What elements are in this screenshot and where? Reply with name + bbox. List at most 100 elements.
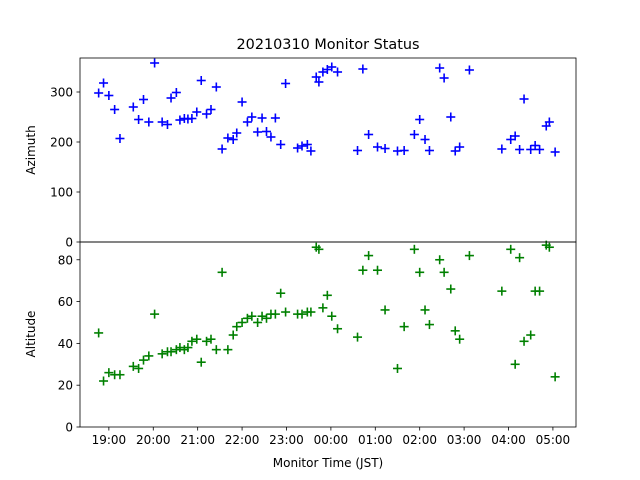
azimuth-point [424, 146, 434, 155]
x-tick-label: 01:00 [358, 433, 393, 447]
altitude-point [281, 307, 291, 317]
azimuth-point [464, 65, 474, 75]
azimuth-point [128, 102, 138, 112]
azimuth-point [415, 115, 425, 124]
altitude-point [115, 370, 125, 380]
altitude-point [358, 265, 368, 275]
altitude-point [450, 326, 460, 336]
altitude-point [157, 349, 167, 359]
azimuth-point [353, 146, 363, 155]
azimuth-y-tick-label: 0 [65, 236, 73, 250]
azimuth-point [450, 146, 460, 156]
azimuth-point [104, 91, 114, 100]
altitude-point [519, 336, 529, 346]
altitude-point [510, 359, 520, 369]
azimuth-point [110, 105, 120, 114]
altitude-point [138, 355, 148, 365]
altitude-point [544, 242, 554, 252]
altitude-y-axis: 0 20 40 60 80 [58, 253, 80, 435]
azimuth-point [237, 97, 247, 107]
azimuth-y-tick-label: 200 [50, 136, 73, 150]
altitude-y-tick-label: 0 [65, 421, 73, 435]
altitude-point [297, 309, 307, 319]
azimuth-point [228, 135, 238, 144]
x-tick-label: 02:00 [402, 433, 437, 447]
altitude-panel: 0 20 40 60 80 Altitude [24, 240, 577, 435]
azimuth-point [242, 117, 252, 127]
azimuth-point [187, 114, 197, 123]
altitude-point [380, 305, 390, 315]
altitude-point [183, 343, 193, 353]
azimuth-point [526, 145, 536, 154]
altitude-point [306, 307, 316, 317]
azimuth-point [364, 130, 374, 139]
azimuth-point [257, 113, 267, 123]
altitude-point [392, 363, 402, 373]
azimuth-point [544, 117, 554, 127]
azimuth-point [232, 128, 242, 138]
altitude-point [515, 253, 525, 263]
chart-title: 20210310 Monitor Status [237, 37, 420, 53]
altitude-point [261, 313, 271, 323]
azimuth-point [327, 62, 337, 72]
azimuth-point [497, 144, 507, 154]
altitude-point [535, 286, 545, 296]
azimuth-point [306, 146, 316, 156]
altitude-point [420, 305, 430, 315]
azimuth-point [223, 133, 233, 143]
altitude-point [223, 345, 233, 355]
altitude-point [150, 309, 160, 319]
azimuth-point [217, 144, 227, 154]
altitude-point [353, 332, 363, 342]
altitude-point [253, 317, 263, 327]
altitude-point [134, 363, 144, 373]
azimuth-point [196, 76, 206, 85]
x-tick-label: 19:00 [92, 433, 127, 447]
altitude-point [166, 347, 176, 357]
altitude-point [202, 336, 212, 346]
altitude-y-tick-label: 80 [58, 253, 73, 267]
altitude-point [247, 311, 257, 321]
altitude-point [373, 265, 383, 275]
altitude-point [94, 328, 104, 338]
altitude-point [415, 267, 425, 277]
azimuth-point [202, 109, 212, 119]
altitude-point [506, 244, 516, 254]
azimuth-point [358, 64, 368, 74]
azimuth-point [144, 117, 154, 127]
altitude-point [333, 324, 343, 334]
x-axis-label: Monitor Time (JST) [273, 456, 383, 470]
azimuth-point [550, 147, 560, 157]
azimuth-y-tick-label: 100 [50, 186, 73, 200]
altitude-y-tick-label: 20 [58, 379, 73, 393]
altitude-point [464, 251, 474, 261]
altitude-point [424, 320, 434, 330]
azimuth-point [314, 77, 324, 87]
altitude-point [327, 311, 337, 321]
azimuth-axis-label: Azimuth [24, 125, 38, 174]
altitude-point [257, 311, 267, 321]
altitude-y-tick-label: 40 [58, 337, 73, 351]
azimuth-point [276, 140, 286, 149]
azimuth-point [530, 141, 540, 150]
altitude-point [211, 345, 221, 355]
x-tick-label: 21:00 [180, 433, 215, 447]
azimuth-point [446, 112, 456, 122]
altitude-point [237, 317, 247, 327]
azimuth-point [302, 140, 312, 149]
azimuth-point [157, 117, 167, 127]
azimuth-series [94, 58, 560, 157]
altitude-point [550, 372, 560, 382]
altitude-y-tick-label: 60 [58, 295, 73, 309]
x-tick-label: 23:00 [269, 433, 304, 447]
x-tick-label: 05:00 [536, 433, 571, 447]
altitude-point [364, 251, 374, 261]
azimuth-point [535, 145, 545, 154]
azimuth-point [281, 79, 291, 88]
altitude-point [99, 376, 109, 386]
azimuth-point [333, 67, 343, 77]
azimuth-y-axis: 0 100 200 300 [50, 86, 80, 250]
azimuth-point [297, 141, 307, 151]
